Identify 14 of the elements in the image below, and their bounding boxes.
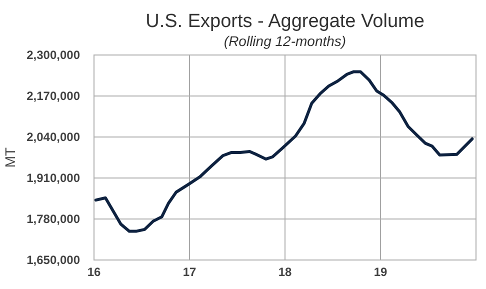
y-tick-label: 1,780,000 (26, 212, 80, 226)
chart-subtitle: (Rolling 12-months) (224, 33, 346, 49)
y-tick-label: 2,300,000 (26, 48, 80, 62)
y-tick-label: 1,650,000 (26, 253, 80, 268)
x-tick-label: 19 (374, 265, 388, 279)
y-tick-label: 2,170,000 (26, 89, 80, 104)
x-tick-label: 17 (182, 265, 196, 279)
y-tick-label: 2,040,000 (26, 130, 80, 144)
y-axis-title: MT (2, 146, 18, 168)
x-tick-label: 16 (87, 265, 101, 279)
line-series (94, 70, 474, 233)
chart-title: U.S. Exports - Aggregate Volume (146, 11, 424, 32)
x-tick-label: 18 (278, 265, 292, 279)
y-tick-label: 1,910,000 (26, 171, 80, 186)
